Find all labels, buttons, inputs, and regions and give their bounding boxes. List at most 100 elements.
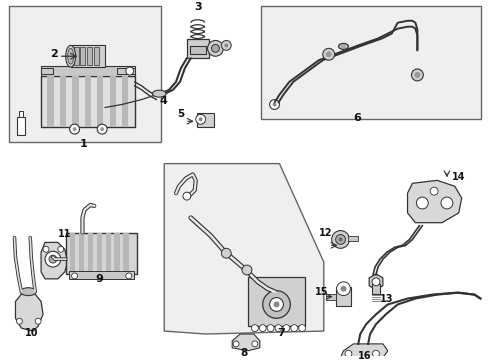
Circle shape <box>125 273 131 279</box>
Text: 10: 10 <box>25 328 39 338</box>
Circle shape <box>45 251 61 267</box>
Bar <box>84 76 91 127</box>
Circle shape <box>97 124 107 134</box>
Bar <box>70 45 105 67</box>
Bar <box>348 237 358 242</box>
Circle shape <box>207 40 223 56</box>
Circle shape <box>371 278 379 286</box>
Circle shape <box>69 124 80 134</box>
Circle shape <box>211 44 219 52</box>
Bar <box>335 287 351 306</box>
Text: 12: 12 <box>318 228 332 238</box>
Text: 15: 15 <box>314 287 328 297</box>
Ellipse shape <box>67 48 73 64</box>
Text: 14: 14 <box>451 172 465 183</box>
Circle shape <box>251 341 257 347</box>
Bar <box>72 76 79 127</box>
Circle shape <box>251 325 258 332</box>
Circle shape <box>372 350 379 357</box>
Text: 9: 9 <box>95 274 103 284</box>
Bar <box>109 76 116 127</box>
Circle shape <box>344 350 351 357</box>
Circle shape <box>233 341 239 347</box>
Text: 1: 1 <box>80 139 87 149</box>
Bar <box>247 277 305 326</box>
Bar <box>87 48 92 65</box>
Text: 2: 2 <box>50 49 58 59</box>
Circle shape <box>269 100 279 109</box>
Circle shape <box>72 127 77 131</box>
Bar <box>9 6 161 142</box>
Bar <box>41 66 134 76</box>
Bar <box>189 46 205 54</box>
Polygon shape <box>41 242 67 279</box>
Bar <box>196 113 214 127</box>
Circle shape <box>43 246 49 252</box>
Polygon shape <box>340 344 387 358</box>
Circle shape <box>290 325 297 332</box>
Circle shape <box>242 265 251 275</box>
Polygon shape <box>16 292 43 331</box>
Circle shape <box>195 114 205 124</box>
Text: 4: 4 <box>159 95 167 105</box>
Bar <box>88 233 93 274</box>
Bar <box>117 68 134 74</box>
Ellipse shape <box>338 44 348 49</box>
Bar <box>20 111 23 117</box>
Bar <box>47 76 54 127</box>
Bar <box>114 233 120 274</box>
Circle shape <box>273 302 279 307</box>
Circle shape <box>283 325 289 332</box>
Circle shape <box>35 318 41 324</box>
Text: 6: 6 <box>353 113 361 123</box>
Circle shape <box>325 51 331 57</box>
Circle shape <box>440 197 452 209</box>
Circle shape <box>71 273 78 279</box>
Circle shape <box>17 318 22 324</box>
Ellipse shape <box>340 44 346 48</box>
Ellipse shape <box>20 288 36 296</box>
Bar <box>105 233 111 274</box>
Circle shape <box>413 72 420 78</box>
Bar <box>81 48 85 65</box>
Circle shape <box>266 325 273 332</box>
Circle shape <box>340 286 346 292</box>
Circle shape <box>58 246 63 252</box>
Text: 13: 13 <box>379 293 393 303</box>
Circle shape <box>429 187 437 195</box>
Text: 5: 5 <box>177 109 184 119</box>
Circle shape <box>125 67 133 75</box>
Polygon shape <box>407 180 461 223</box>
Circle shape <box>49 255 57 263</box>
Bar <box>60 76 66 127</box>
Circle shape <box>259 325 265 332</box>
Bar <box>97 233 102 274</box>
Bar <box>122 76 128 127</box>
Bar <box>41 76 134 127</box>
Text: 16: 16 <box>358 351 371 360</box>
Circle shape <box>262 291 290 318</box>
Circle shape <box>410 69 423 81</box>
Bar <box>73 48 79 65</box>
Text: 11: 11 <box>58 229 71 239</box>
Circle shape <box>298 325 305 332</box>
Circle shape <box>416 197 427 209</box>
Bar <box>186 39 208 58</box>
Circle shape <box>198 117 202 121</box>
Circle shape <box>335 234 345 244</box>
Circle shape <box>272 103 276 107</box>
Circle shape <box>221 248 231 258</box>
Bar <box>68 271 133 279</box>
Circle shape <box>322 48 334 60</box>
Bar <box>325 294 335 300</box>
Polygon shape <box>368 274 382 290</box>
Bar <box>260 6 480 119</box>
Text: 7: 7 <box>277 328 285 338</box>
Bar <box>123 233 128 274</box>
Bar <box>41 68 53 74</box>
Text: 3: 3 <box>194 2 202 12</box>
Bar <box>18 117 25 135</box>
Circle shape <box>183 192 190 200</box>
Circle shape <box>224 44 228 48</box>
Bar <box>94 48 99 65</box>
